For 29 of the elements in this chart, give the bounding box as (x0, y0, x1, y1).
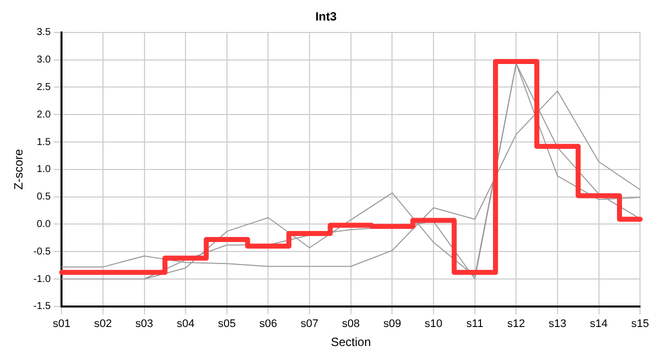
x-tick-label: s11 (466, 318, 484, 330)
chart-title: Int3 (315, 10, 337, 24)
y-tick-label: 2.5 (36, 82, 52, 93)
x-tick-label: s09 (383, 318, 402, 330)
x-axis-title: Section (330, 335, 371, 350)
x-tick-label: s08 (342, 318, 360, 330)
y-tick-label: 1.0 (36, 164, 52, 176)
y-tick-label: -1.0 (33, 274, 52, 285)
x-tick-label: s04 (176, 318, 194, 330)
x-tick-label: s06 (259, 318, 278, 330)
x-tick-label: s12 (507, 318, 526, 330)
y-tick-label: 0.0 (36, 218, 52, 230)
y-tick-label: -1.5 (33, 301, 52, 312)
y-tick-label: 2.0 (36, 109, 52, 120)
x-tick-label: s14 (590, 318, 608, 330)
x-tick-label: s05 (218, 318, 236, 330)
x-tick-label: s13 (548, 318, 566, 330)
y-tick-label: 0.5 (36, 192, 52, 203)
x-tick-label: s01 (52, 318, 71, 330)
y-axis-title: Z-score (12, 148, 26, 190)
y-tick-label: 3.0 (36, 54, 52, 66)
x-tick-label: s10 (424, 318, 442, 330)
x-tick-label: s07 (300, 318, 318, 330)
y-tick-label: -0.5 (33, 246, 52, 258)
y-tick-label: 3.5 (36, 27, 52, 38)
x-tick-label: s15 (631, 318, 650, 330)
y-tick-label: 1.5 (36, 136, 52, 148)
x-tick-label: s03 (135, 318, 154, 330)
x-tick-label: s02 (94, 318, 112, 330)
